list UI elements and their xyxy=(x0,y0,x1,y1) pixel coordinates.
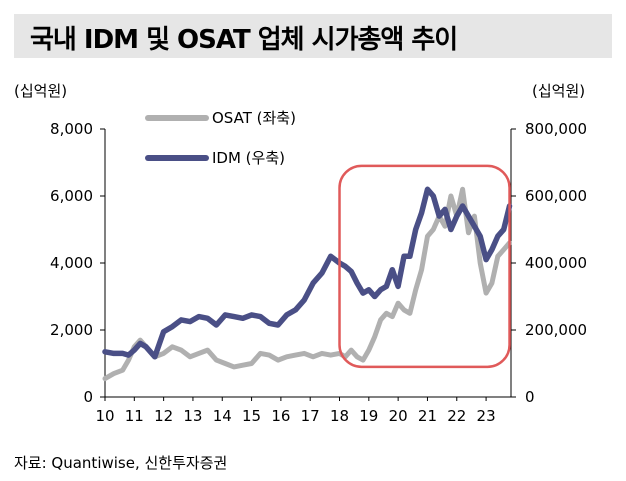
x-tick-label: 10 xyxy=(95,407,114,425)
idm-series-line xyxy=(102,186,513,360)
left-tick-label: 2,000 xyxy=(50,321,93,339)
x-tick-label: 21 xyxy=(418,407,437,425)
x-tick-label: 16 xyxy=(271,407,290,425)
right-axis-unit: (십억원) xyxy=(532,82,586,100)
x-tick-label: 20 xyxy=(389,407,408,425)
left-tick-label: 6,000 xyxy=(50,187,93,205)
x-tick-label: 11 xyxy=(125,407,144,425)
title-bar: 국내 IDM 및 OSAT 업체 시가총액 추이 xyxy=(14,14,612,58)
legend-osat-label: OSAT (좌축) xyxy=(212,109,296,127)
right-tick-label: 200,000 xyxy=(525,321,587,339)
x-tick-label: 17 xyxy=(301,407,320,425)
right-tick-label: 400,000 xyxy=(525,254,587,272)
right-tick-label: 0 xyxy=(525,388,535,406)
left-tick-label: 0 xyxy=(83,388,93,406)
right-tick-label: 600,000 xyxy=(525,187,587,205)
x-tick-label: 19 xyxy=(359,407,378,425)
x-tick-label: 15 xyxy=(242,407,261,425)
right-tick-label: 800,000 xyxy=(525,120,587,138)
legend-idm-label: IDM (우축) xyxy=(212,149,285,167)
x-tick-label: 18 xyxy=(330,407,349,425)
x-tick-label: 14 xyxy=(213,407,232,425)
x-tick-label: 13 xyxy=(183,407,202,425)
highlight-box xyxy=(338,164,511,369)
left-tick-label: 4,000 xyxy=(50,254,93,272)
source-note: 자료: Quantiwise, 신한투자증권 xyxy=(14,454,228,472)
x-tick-label: 23 xyxy=(477,407,496,425)
left-tick-label: 8,000 xyxy=(50,120,93,138)
x-tick-label: 12 xyxy=(154,407,173,425)
chart-title: 국내 IDM 및 OSAT 업체 시가총액 추이 xyxy=(30,25,458,55)
left-axis-unit: (십억원) xyxy=(14,82,68,100)
x-tick-label: 22 xyxy=(447,407,466,425)
